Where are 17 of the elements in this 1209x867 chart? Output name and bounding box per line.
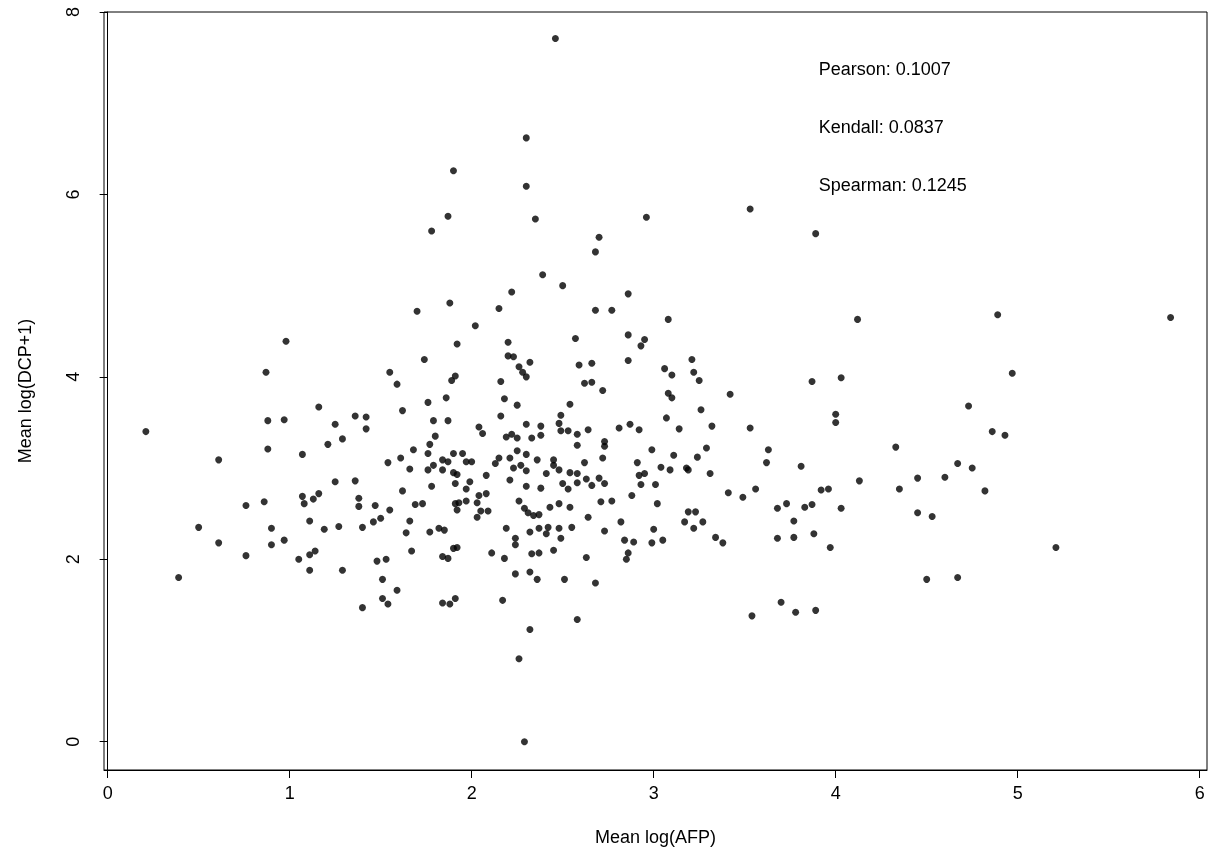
x-tick-label: 5 xyxy=(1012,783,1023,803)
x-axis-title: Mean log(AFP) xyxy=(594,827,717,847)
y-tick-label: 6 xyxy=(63,189,83,200)
y-axis-title: Mean log(DCP+1) xyxy=(15,318,35,464)
x-tick-label: 2 xyxy=(466,783,477,803)
x-tick-label: 4 xyxy=(830,783,841,803)
annotation: Pearson: 0.1007 xyxy=(818,59,951,79)
annotation: Kendall: 0.0837 xyxy=(818,117,944,137)
y-tick-label: 0 xyxy=(63,736,83,747)
x-tick-label: 6 xyxy=(1194,783,1205,803)
x-tick-label: 1 xyxy=(284,783,295,803)
y-tick-label: 4 xyxy=(63,371,83,382)
x-tick-label: 3 xyxy=(648,783,659,803)
y-tick-label: 8 xyxy=(63,6,83,18)
annotation: Spearman: 0.1245 xyxy=(818,175,967,195)
x-tick-label: 0 xyxy=(102,783,113,803)
y-tick-label: 2 xyxy=(63,554,83,565)
